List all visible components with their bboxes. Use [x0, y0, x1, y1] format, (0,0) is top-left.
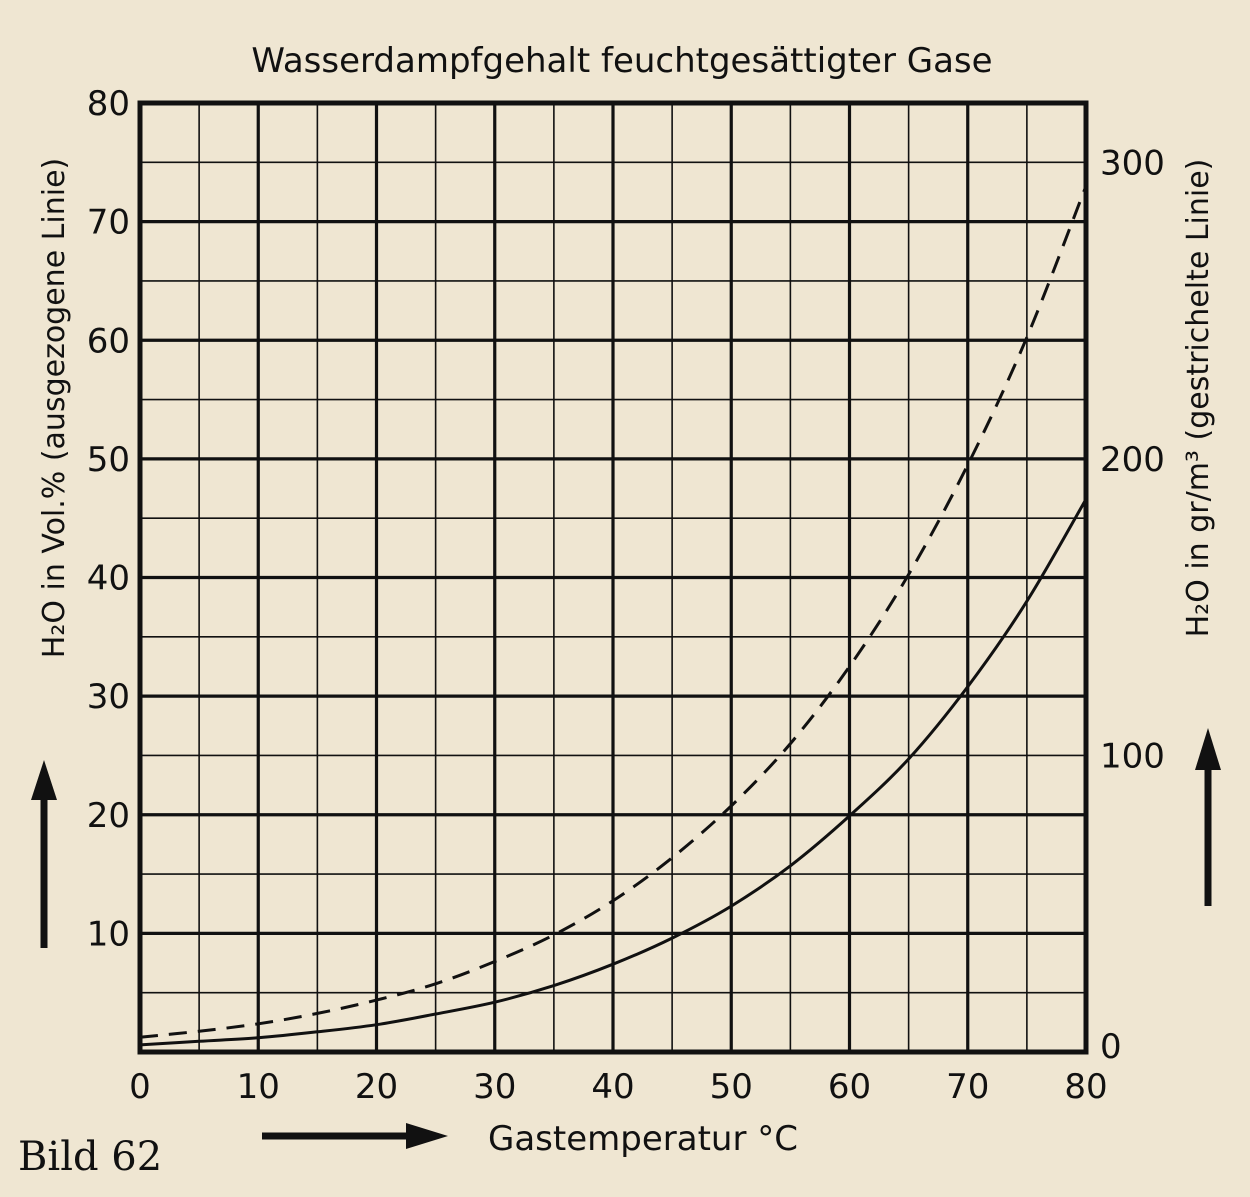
x-axis-label: Gastemperatur °C [488, 1119, 798, 1159]
grid [137, 100, 1089, 1055]
x-tick-label: 70 [946, 1067, 989, 1107]
y-left-tick-label: 30 [87, 677, 130, 717]
y-axis-left-label: H₂O in Vol.% (ausgezogene Linie) [37, 158, 72, 658]
y-left-tick-label: 40 [87, 559, 130, 599]
y-left-tick-label: 50 [87, 440, 130, 480]
y-left-tick-label: 20 [87, 796, 130, 836]
plot-frame [137, 100, 1089, 1055]
y-left-tick-label: 80 [87, 84, 130, 124]
y-left-tick-label: 10 [87, 914, 130, 954]
y-right-tick-label: 200 [1100, 440, 1165, 480]
x-tick-label: 30 [473, 1067, 516, 1107]
up-arrow-left-icon [31, 760, 57, 948]
x-tick-label: 60 [828, 1067, 871, 1107]
x-tick-label: 10 [237, 1067, 280, 1107]
series-line-dashed [139, 185, 1088, 1039]
y-axis-right-label: H₂O in gr/m³ (gestrichelte Linie) [1181, 159, 1216, 638]
y-right-tick-label: 100 [1100, 736, 1165, 776]
y-left-tick-label: 60 [87, 321, 130, 361]
chart-title: Wasserdampfgehalt feuchtgesättigter Gase [251, 41, 992, 81]
right-arrow-x-icon [262, 1123, 448, 1149]
tick-labels: 0 10 20 30 40 50 60 70 8010203040506070800100200… [87, 84, 1165, 1107]
y-right-tick-label: 300 [1100, 143, 1165, 183]
x-tick-label: 20 [355, 1067, 398, 1107]
x-tick-label: 80 [1064, 1067, 1107, 1107]
series-layer [139, 185, 1088, 1047]
y-right-tick-label: 0 [1100, 1027, 1122, 1067]
up-arrow-right-icon [1195, 728, 1221, 906]
figure-label: Bild 62 [18, 1134, 162, 1180]
y-left-tick-label: 70 [87, 203, 130, 243]
x-tick-label: 0 [129, 1067, 151, 1107]
x-tick-label: 50 [710, 1067, 753, 1107]
series-line-solid [139, 498, 1088, 1047]
x-tick-label: 40 [591, 1067, 634, 1107]
